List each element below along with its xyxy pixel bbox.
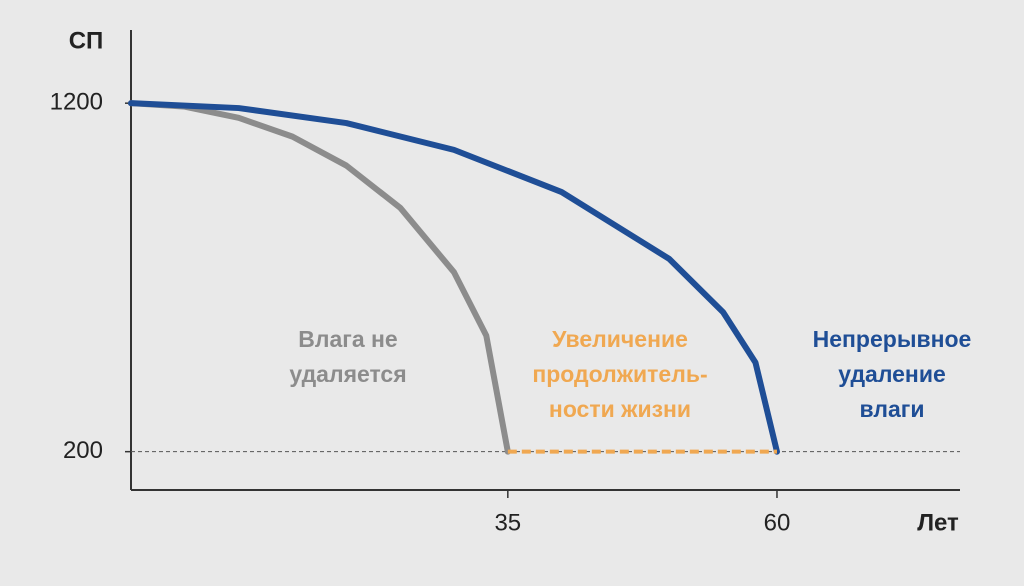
y-tick-label: 1200 [50, 89, 103, 116]
series-label: Влага не удаляется [289, 326, 406, 387]
series-label-line: влаги [860, 396, 925, 422]
series-label-line: Влага не [298, 326, 397, 352]
series-label-line: удаляется [289, 361, 406, 387]
series-label: Непрерывное удаление влаги [813, 326, 972, 422]
series-label-line: удаление [838, 361, 946, 387]
series-label-line: Непрерывное [813, 326, 972, 352]
series-label-line: Увеличение [552, 326, 688, 352]
y-tick-label: 200 [63, 437, 103, 464]
series-label-line: продолжитель- [532, 361, 707, 387]
series-label-line: ности жизни [549, 396, 691, 422]
x-axis-label: Лет [917, 509, 959, 536]
x-tick-label: 60 [764, 509, 791, 536]
series-line [128, 100, 511, 455]
series-line [128, 100, 780, 455]
series-label: Увеличение продолжитель-ности жизни [532, 326, 707, 422]
x-tick-label: 35 [494, 509, 521, 536]
y-axis-label: СП [69, 27, 104, 54]
